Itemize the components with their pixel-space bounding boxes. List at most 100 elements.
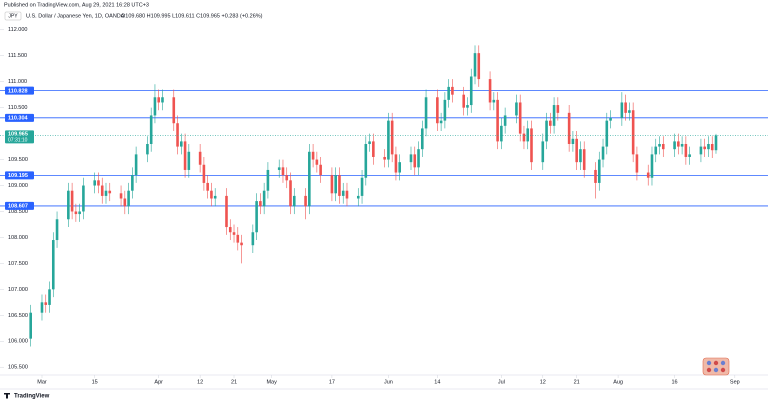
candle-body (646, 172, 650, 178)
symbol-badge (4, 11, 22, 21)
candle-body (707, 143, 710, 150)
candle-body (315, 159, 319, 165)
candle-body (654, 146, 658, 155)
x-tick-label: 21 (574, 379, 580, 385)
candle-body (624, 102, 627, 113)
y-tick-label: 107.500 (8, 261, 28, 267)
x-tick-label: Sep (730, 379, 740, 385)
candle-body (473, 53, 477, 77)
candle-body (658, 143, 661, 147)
level-label-box (5, 171, 34, 180)
footer-logo: TradingView (14, 394, 50, 400)
candle-body (447, 86, 450, 100)
candle-body (522, 133, 526, 142)
candle-body (673, 141, 676, 150)
candle-body (180, 141, 183, 147)
candle-body (424, 97, 428, 129)
candle-body (93, 180, 97, 186)
candle-body (255, 201, 258, 233)
candle-body (503, 115, 507, 126)
candle-body (266, 169, 270, 191)
candle-body (29, 312, 32, 339)
level-label: 109.195 (8, 173, 28, 179)
candle-body (549, 120, 552, 126)
candle-body (628, 110, 631, 113)
candle-body (462, 94, 466, 108)
candle-body (372, 141, 375, 157)
candle-body (567, 112, 571, 144)
candle-body (48, 289, 51, 305)
candle-body (552, 105, 556, 126)
x-tick-label: May (266, 379, 277, 385)
candle-body (650, 154, 654, 178)
candle-body (582, 149, 586, 170)
candle-body (210, 190, 213, 199)
y-tick-label: 111.000 (8, 79, 27, 85)
candle-body (394, 154, 398, 173)
candle-body (556, 105, 560, 113)
x-tick-label: 15 (92, 379, 98, 385)
candle-body (146, 143, 149, 155)
level-label: 110.304 (8, 116, 29, 122)
candle-body (345, 190, 349, 199)
candle-body (515, 102, 518, 116)
candle-body (605, 120, 609, 147)
candle-body (688, 154, 691, 157)
candle-body (360, 177, 364, 196)
candle-body (368, 141, 371, 144)
candle-body (187, 151, 191, 170)
candle-body (319, 164, 322, 176)
level-label-box (5, 113, 34, 122)
candle-body (609, 118, 612, 121)
candle-body (108, 190, 112, 194)
y-tick-label: 109.500 (8, 157, 28, 163)
y-tick-label: 106.000 (8, 339, 28, 345)
candle-body (67, 190, 70, 220)
y-tick-label: 108.000 (8, 235, 28, 241)
candle-body (281, 167, 285, 176)
candle-body (699, 146, 703, 155)
candle-body (44, 302, 48, 305)
x-tick-label: 21 (231, 379, 237, 385)
candle-body (466, 105, 469, 108)
x-tick-label: Apr (154, 379, 163, 385)
candle-body (131, 175, 134, 191)
x-tick-label: Aug (613, 379, 623, 385)
candle-body (78, 211, 81, 215)
candle-body (526, 128, 530, 142)
candle-body (545, 120, 548, 142)
candle-body (334, 175, 337, 194)
candle-body (119, 193, 123, 199)
candle-body (530, 128, 533, 163)
candle-body (477, 53, 481, 80)
countdown-label: 07:31:10 (8, 137, 28, 143)
x-tick-label: 12 (197, 379, 203, 385)
y-tick-label: 110.500 (8, 105, 27, 111)
candle-body (413, 154, 417, 168)
candle-body (161, 97, 164, 103)
y-tick-label: 108.500 (8, 209, 28, 215)
x-tick-label: 16 (672, 379, 678, 385)
candle-body (240, 242, 243, 246)
candle-body (232, 232, 236, 235)
candle-body (500, 125, 503, 142)
candle-body (311, 151, 315, 160)
candle-body (364, 143, 368, 178)
y-tick-label: 106.500 (8, 313, 28, 319)
candle-body (172, 97, 176, 124)
candle-body (661, 143, 665, 150)
y-tick-label: 109.000 (8, 183, 28, 189)
chart-title: U.S. Dollar / Japanese Yen, 1D, OANDA (26, 14, 125, 20)
candle-body (356, 195, 360, 199)
candle-body (74, 211, 78, 215)
candle-body (680, 143, 684, 147)
candle-body (97, 180, 100, 186)
candle-body (292, 195, 296, 207)
candle-body (202, 164, 206, 183)
candle-body (409, 154, 413, 163)
level-label: 108.607 (8, 204, 28, 210)
candle-body (338, 175, 341, 196)
candle-body (714, 135, 718, 151)
x-tick-label: 14 (434, 379, 440, 385)
